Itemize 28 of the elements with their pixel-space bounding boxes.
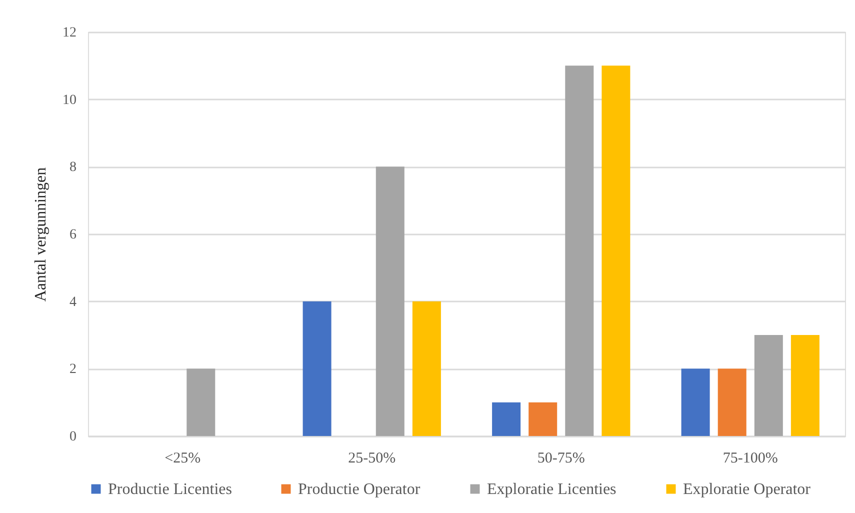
y-tick-label: 4 (70, 294, 76, 310)
bar (302, 301, 332, 436)
bar (718, 368, 746, 436)
bar (186, 368, 216, 436)
bar (754, 335, 783, 436)
y-tick-label: 0 (70, 430, 76, 444)
x-tick-label: 75-100% (722, 450, 778, 466)
legend-label: Productie Licenties (108, 481, 232, 498)
x-tick-label: 50-75% (537, 450, 585, 466)
y-tick-label: 12 (62, 26, 76, 40)
legend-label: Exploratie Operator (683, 481, 812, 498)
y-tick-label: 2 (70, 362, 76, 378)
bar (492, 402, 521, 436)
x-tick-label: <25% (164, 450, 201, 466)
bar (565, 66, 594, 436)
legend-label: Exploratie Licenties (487, 481, 616, 498)
bar (790, 335, 820, 436)
y-axis-title: Aantal vergunningen (32, 167, 50, 302)
y-tick-label: 6 (70, 228, 76, 242)
bar (602, 66, 630, 436)
legend-label: Productie Operator (298, 481, 421, 498)
x-tick-label: 25-50% (348, 450, 396, 466)
bar (681, 368, 710, 436)
bar (528, 402, 558, 436)
bar (412, 301, 441, 436)
bar (376, 166, 404, 436)
y-tick-label: 8 (70, 160, 76, 176)
y-tick-label: 10 (62, 92, 76, 108)
